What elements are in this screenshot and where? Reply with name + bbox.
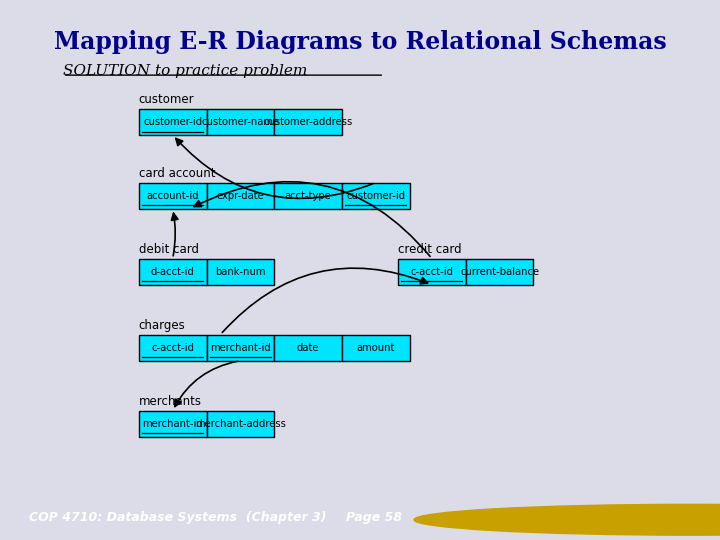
Text: bank-num: bank-num — [215, 267, 266, 276]
Text: card account: card account — [139, 167, 215, 180]
Text: customer: customer — [139, 93, 194, 106]
FancyBboxPatch shape — [342, 335, 410, 361]
FancyBboxPatch shape — [274, 109, 342, 135]
Text: customer-id: customer-id — [143, 117, 202, 127]
Text: merchant-address: merchant-address — [195, 418, 286, 429]
Text: charges: charges — [139, 319, 186, 332]
Text: COP 4710: Database Systems  (Chapter 3): COP 4710: Database Systems (Chapter 3) — [29, 511, 326, 524]
FancyBboxPatch shape — [139, 410, 207, 437]
FancyBboxPatch shape — [207, 335, 274, 361]
FancyBboxPatch shape — [207, 183, 274, 208]
Text: expr-date: expr-date — [217, 191, 264, 200]
FancyBboxPatch shape — [207, 259, 274, 285]
Text: customer-id: customer-id — [346, 191, 405, 200]
Text: merchant-id: merchant-id — [210, 343, 271, 353]
FancyBboxPatch shape — [139, 335, 207, 361]
Circle shape — [414, 504, 720, 535]
Text: Page 58: Page 58 — [346, 511, 402, 524]
FancyBboxPatch shape — [274, 335, 342, 361]
Text: customer-name: customer-name — [202, 117, 279, 127]
Text: customer-address: customer-address — [264, 117, 353, 127]
Text: d-acct-id: d-acct-id — [150, 267, 194, 276]
Text: SOLUTION to practice problem: SOLUTION to practice problem — [63, 64, 307, 78]
FancyBboxPatch shape — [274, 183, 342, 208]
Text: current-balance: current-balance — [460, 267, 539, 276]
FancyBboxPatch shape — [207, 410, 274, 437]
Text: c-acct-id: c-acct-id — [410, 267, 454, 276]
Text: date: date — [297, 343, 320, 353]
FancyBboxPatch shape — [139, 109, 207, 135]
Text: amount: amount — [356, 343, 395, 353]
Text: merchants: merchants — [139, 395, 202, 408]
Text: account-id: account-id — [146, 191, 199, 200]
FancyBboxPatch shape — [139, 183, 207, 208]
FancyBboxPatch shape — [398, 259, 466, 285]
Text: credit card: credit card — [398, 243, 462, 256]
FancyBboxPatch shape — [342, 183, 410, 208]
Text: c-acct-id: c-acct-id — [151, 343, 194, 353]
FancyBboxPatch shape — [139, 259, 207, 285]
Text: acct-type: acct-type — [285, 191, 331, 200]
Text: Mapping E-R Diagrams to Relational Schemas: Mapping E-R Diagrams to Relational Schem… — [53, 30, 667, 55]
Text: merchant-id: merchant-id — [143, 418, 203, 429]
FancyBboxPatch shape — [207, 109, 274, 135]
FancyBboxPatch shape — [466, 259, 534, 285]
Text: debit card: debit card — [139, 243, 199, 256]
Text: © Dr. Mark: © Dr. Mark — [562, 511, 638, 524]
